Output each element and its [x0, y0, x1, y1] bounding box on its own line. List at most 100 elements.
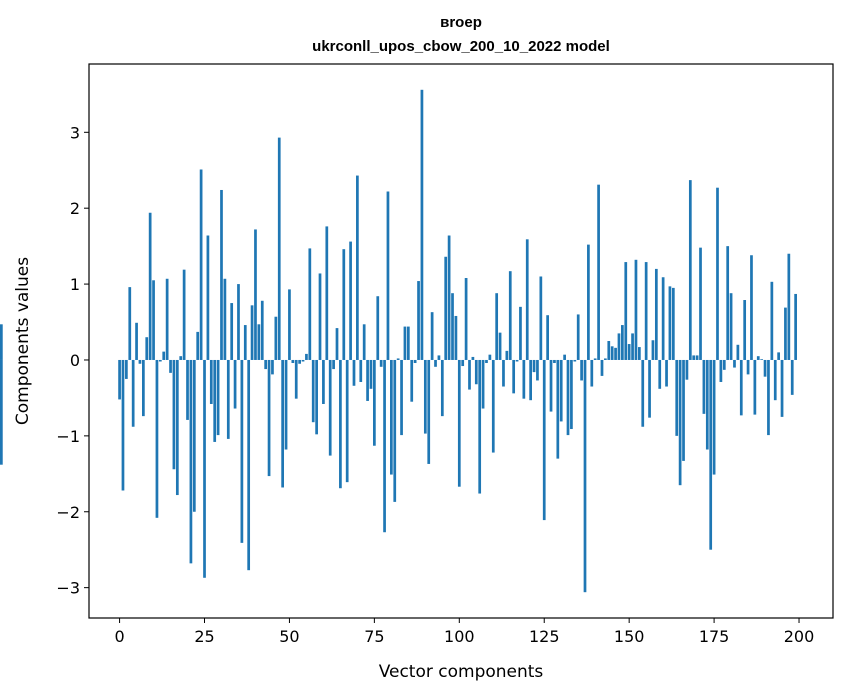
bar: [614, 347, 617, 360]
bar: [498, 332, 502, 360]
bar: [413, 359, 417, 364]
bar: [362, 324, 366, 360]
bar: [376, 296, 380, 360]
bar: [722, 359, 726, 370]
bar: [226, 359, 230, 439]
bar: [709, 359, 713, 550]
bar: [237, 284, 240, 360]
bar: [291, 359, 295, 364]
bar: [678, 359, 682, 486]
bar: [128, 287, 132, 360]
bar: [539, 276, 543, 360]
bar: [305, 353, 308, 360]
bar: [220, 189, 223, 360]
bar: [342, 249, 346, 360]
bar: [332, 359, 335, 370]
bar: [403, 326, 407, 360]
bar: [301, 359, 305, 362]
bar: [525, 239, 529, 360]
bar: [356, 175, 359, 360]
bar: [770, 281, 774, 360]
bar: [784, 307, 787, 360]
bar: [471, 356, 475, 360]
bar: [288, 289, 291, 360]
bar: [488, 354, 492, 360]
bar: [138, 359, 142, 364]
bar: [576, 314, 580, 360]
bar: [349, 241, 352, 360]
bar: [148, 212, 152, 360]
bar: [502, 359, 505, 387]
bar: [142, 359, 145, 417]
bar: [145, 337, 149, 360]
bar: [182, 269, 186, 360]
bar: [454, 315, 458, 360]
bar: [733, 359, 736, 368]
bar: [254, 229, 257, 360]
bar: [322, 359, 325, 404]
bar: [661, 277, 665, 360]
bar: [658, 359, 662, 389]
bar: [777, 352, 780, 360]
y-tick-label: 3: [70, 123, 80, 142]
y-tick-label: 1: [70, 275, 80, 294]
bar: [665, 359, 668, 387]
bar: [0, 359, 3, 465]
bar: [257, 324, 261, 360]
bar: [542, 359, 546, 521]
bar: [434, 359, 437, 367]
bar: [315, 359, 318, 435]
bar: [763, 359, 767, 377]
bar: [406, 326, 410, 360]
bar: [393, 359, 397, 502]
bar: [604, 358, 607, 360]
bar-series: [0, 89, 797, 593]
bar: [532, 359, 536, 373]
y-axis-ticks: −3 −2 −1 0 1 2 3: [56, 123, 89, 598]
bar: [790, 359, 794, 395]
y-tick-label: −1: [56, 427, 80, 446]
x-axis-label: Vector components: [379, 662, 544, 682]
bar: [787, 253, 791, 360]
bar: [773, 359, 777, 401]
bar: [359, 359, 363, 382]
bar: [186, 359, 189, 420]
bar: [468, 359, 471, 390]
bar: [427, 359, 431, 464]
bar: [328, 359, 332, 456]
bar: [651, 340, 655, 360]
bar: [743, 300, 747, 360]
bar: [610, 346, 614, 360]
bar: [644, 262, 648, 360]
bar: [203, 359, 206, 578]
bar: [760, 359, 764, 360]
bar: [423, 359, 427, 434]
bar: [729, 293, 733, 360]
bar: [726, 246, 730, 360]
bar: [271, 359, 274, 375]
bar: [294, 359, 298, 399]
bar: [396, 358, 400, 360]
bar: [756, 356, 760, 360]
bar: [169, 359, 172, 373]
bar: [556, 359, 560, 459]
y-tick-label: 0: [70, 351, 80, 370]
bar: [366, 359, 369, 401]
bar: [699, 247, 702, 360]
bar: [172, 359, 176, 470]
bar: [373, 359, 376, 446]
bar: [318, 273, 322, 360]
bar: [192, 359, 196, 512]
bar: [485, 359, 488, 364]
bar: [587, 244, 590, 360]
bar: [624, 262, 628, 360]
bar: [682, 359, 685, 461]
bar: [750, 255, 753, 360]
bar: [702, 359, 706, 414]
bar: [298, 359, 301, 364]
bar: [593, 358, 597, 360]
y-tick-label: 2: [70, 199, 80, 218]
bar: [230, 303, 234, 360]
bar: [559, 359, 563, 422]
bar: [196, 331, 200, 360]
